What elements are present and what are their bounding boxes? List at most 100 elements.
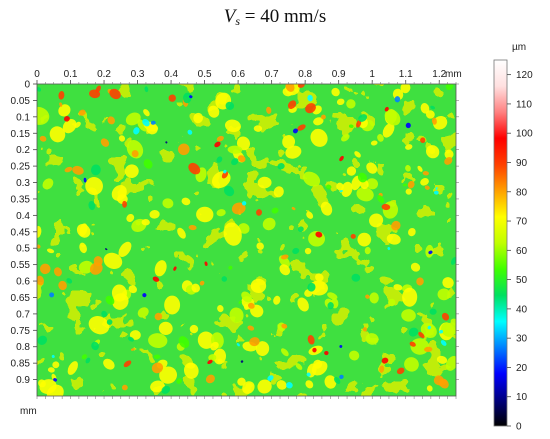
surface-feature	[407, 180, 415, 189]
surface-feature	[356, 187, 374, 202]
surface-feature	[89, 89, 101, 99]
surface-feature	[339, 345, 343, 348]
surface-feature	[402, 183, 408, 187]
surface-feature	[137, 307, 149, 318]
surface-feature	[242, 381, 255, 394]
surface-feature	[405, 144, 413, 150]
colorbar-tick-label: 50	[516, 275, 528, 286]
surface-feature	[183, 92, 192, 104]
surface-feature	[149, 210, 160, 219]
surface-feature	[141, 219, 150, 226]
surface-feature	[351, 273, 361, 282]
surface-feature	[112, 293, 129, 310]
surface-feature	[281, 323, 288, 329]
surface-feature	[85, 357, 91, 364]
y-tick-label: 0.55	[11, 260, 31, 271]
surface-feature	[37, 275, 44, 286]
surface-feature	[420, 137, 426, 144]
surface-feature	[297, 226, 304, 233]
surface-feature	[384, 106, 389, 112]
surface-feature	[188, 162, 201, 175]
surface-feature	[165, 141, 168, 144]
surface-feature	[381, 357, 389, 364]
surface-feature	[273, 295, 281, 305]
surface-feature	[418, 331, 425, 339]
plot-area	[37, 84, 456, 396]
surface-feature	[47, 367, 55, 373]
surface-feature	[122, 200, 127, 208]
surface-feature	[365, 333, 379, 345]
surface-feature	[128, 285, 138, 294]
surface-feature	[428, 250, 433, 255]
colorbar-tick-label: 90	[516, 158, 528, 169]
x-tick-label: 0	[34, 69, 40, 80]
surface-feature	[331, 87, 340, 97]
surface-feature	[216, 135, 224, 142]
y-axis: 0 0.05 0.1 0.15 0.2 0.25 0.3 0.35 0.4 0.45 0.5 0.55…	[11, 80, 459, 386]
surface-feature	[213, 348, 227, 365]
surface-feature	[130, 348, 135, 351]
title-symbol: V	[223, 6, 236, 27]
surface-feature	[221, 171, 229, 179]
surface-feature	[416, 277, 424, 286]
surface-feature	[285, 145, 302, 159]
surface-feature	[90, 164, 101, 176]
surface-feature	[336, 98, 345, 106]
surface-feature	[357, 232, 372, 247]
x-tick-label: 0.4	[164, 69, 178, 80]
chart-title: Vs = 40 mm/s	[0, 6, 550, 29]
surface-feature	[388, 298, 396, 307]
surface-feature	[444, 149, 454, 159]
surface-feature	[66, 278, 73, 284]
surface-feature	[422, 171, 429, 176]
surface-feature	[231, 158, 239, 166]
surface-feature	[336, 182, 344, 191]
surface-feature	[137, 119, 148, 132]
surface-feature	[357, 172, 367, 183]
surface-feature	[129, 330, 141, 340]
y-tick-label: 0.5	[16, 244, 30, 255]
surface-feature	[123, 360, 132, 368]
surface-feature	[400, 84, 411, 94]
surface-feature	[223, 222, 242, 246]
surface-feature	[420, 178, 429, 186]
surface-feature	[178, 336, 190, 348]
surface-feature	[292, 128, 298, 134]
surface-feature	[358, 114, 368, 122]
surface-feature	[369, 292, 379, 304]
surface-feature	[405, 188, 412, 195]
surface-feature	[257, 379, 272, 394]
surface-feature	[181, 197, 191, 206]
surface-feature	[229, 307, 244, 323]
surface-feature	[313, 117, 324, 126]
surface-feature	[365, 294, 370, 299]
colorbar-tick-label: 0	[516, 422, 522, 433]
surface-feature	[286, 382, 293, 389]
surface-feature	[280, 254, 289, 260]
surface-feature	[143, 159, 153, 169]
x-tick-label: 0.8	[298, 69, 312, 80]
y-tick-label: 0.6	[16, 277, 30, 288]
surface-feature	[124, 164, 139, 178]
y-tick-label: 0.15	[11, 129, 31, 140]
surface-feature	[228, 265, 233, 270]
surface-feature	[176, 378, 182, 384]
surface-feature	[79, 242, 87, 254]
surface-feature	[396, 367, 405, 375]
surface-feature	[199, 280, 205, 286]
surface-feature	[356, 119, 362, 128]
surface-feature	[143, 109, 150, 117]
surface-feature	[327, 302, 334, 310]
surface-feature	[291, 206, 296, 211]
colorbar-tick-label: 70	[516, 217, 528, 228]
surface-feature	[339, 155, 344, 162]
y-tick-label: 0	[24, 80, 30, 91]
surface-feature	[150, 120, 156, 125]
surface-feature	[280, 348, 289, 357]
y-tick-label: 0.35	[11, 194, 31, 205]
surface-feature	[161, 385, 171, 394]
surface-feature	[349, 350, 360, 361]
surface-feature	[214, 141, 221, 148]
y-tick-label: 0.1	[16, 112, 30, 123]
surface-feature	[437, 288, 451, 301]
